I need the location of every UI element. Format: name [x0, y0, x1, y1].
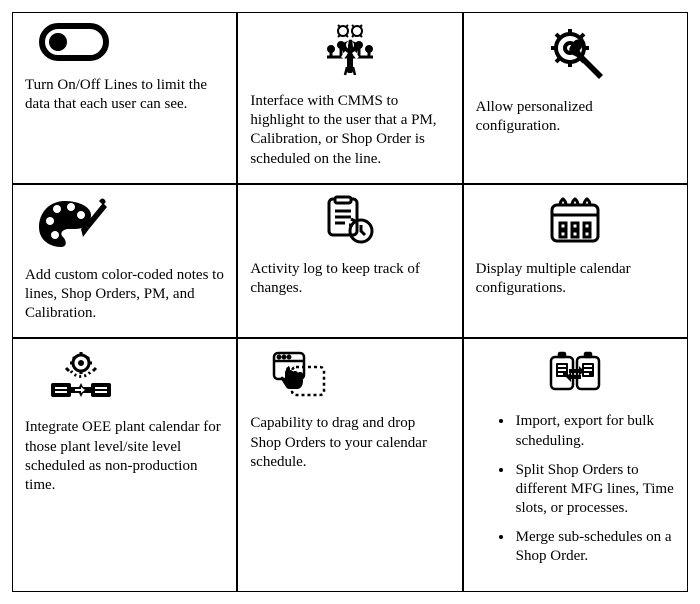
feature-cell-3: Allow personalized configuration. — [463, 12, 688, 184]
feature-cell-5: Activity log to keep track of changes. — [237, 184, 462, 339]
feature-cell-1: Turn On/Off Lines to limit the data that… — [12, 12, 237, 184]
toggle-icon — [25, 23, 224, 66]
feature-cell-8: Capability to drag and drop Shop Orders … — [237, 338, 462, 591]
feature-text-8: Capability to drag and drop Shop Orders … — [250, 414, 449, 472]
feature-text-6: Display multiple calendar configurations… — [476, 260, 675, 298]
feature-cell-2: Interface with CMMS to highlight to the … — [237, 12, 462, 184]
import-export-icon — [476, 349, 675, 402]
feature-bullets-9: Import, export for bulk scheduling. Spli… — [476, 412, 675, 566]
feature-grid: Turn On/Off Lines to limit the data that… — [12, 12, 688, 592]
cmms-icon — [250, 23, 449, 82]
feature-cell-6: Display multiple calendar configurations… — [463, 184, 688, 339]
feature-text-3: Allow personalized configuration. — [476, 98, 675, 136]
drag-drop-icon — [250, 349, 449, 404]
feature-text-1: Turn On/Off Lines to limit the data that… — [25, 76, 224, 114]
oee-icon — [25, 349, 224, 408]
feature-cell-7: Integrate OEE plant calendar for those p… — [12, 338, 237, 591]
bullet-item: Import, export for bulk scheduling. — [514, 412, 675, 450]
feature-text-2: Interface with CMMS to highlight to the … — [250, 92, 449, 169]
feature-cell-4: Add custom color-coded notes to lines, S… — [12, 184, 237, 339]
feature-text-5: Activity log to keep track of changes. — [250, 260, 449, 298]
gear-wrench-icon — [476, 23, 675, 88]
activity-log-icon — [250, 195, 449, 250]
bullet-item: Split Shop Orders to different MFG lines… — [514, 461, 675, 519]
palette-icon — [25, 195, 224, 256]
feature-cell-9: Import, export for bulk scheduling. Spli… — [463, 338, 688, 591]
feature-text-4: Add custom color-coded notes to lines, S… — [25, 266, 224, 324]
calendar-icon — [476, 195, 675, 250]
bullet-item: Merge sub-schedules on a Shop Order. — [514, 528, 675, 566]
feature-text-7: Integrate OEE plant calendar for those p… — [25, 418, 224, 495]
